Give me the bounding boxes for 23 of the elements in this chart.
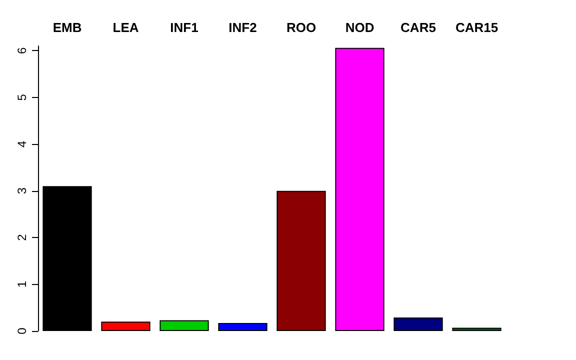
y-tick-label: 1 (15, 280, 29, 288)
bar (452, 328, 502, 331)
y-tick-label: 2 (15, 234, 29, 241)
y-tick-label: 5 (15, 94, 29, 101)
x-tick-label: CAR15 (455, 20, 498, 35)
x-tick-label: INF1 (170, 20, 198, 35)
x-tick-label: EMB (52, 20, 82, 35)
bar (218, 323, 268, 331)
y-tick-label: 3 (15, 187, 29, 194)
y-tick-label: 4 (15, 140, 29, 148)
bar (394, 317, 443, 331)
y-tick-label: 0 (15, 327, 29, 334)
y-tick-label: 6 (15, 47, 29, 54)
x-tick-label: NOD (345, 20, 374, 35)
bar (42, 186, 92, 331)
bar (160, 320, 209, 331)
bar (276, 190, 326, 331)
bar (335, 48, 384, 331)
bar (101, 322, 150, 331)
x-tick-label: LEA (112, 20, 140, 35)
x-tick-label: ROO (286, 20, 316, 35)
x-tick-label: CAR5 (400, 20, 436, 35)
x-tick-label: INF2 (228, 20, 257, 35)
